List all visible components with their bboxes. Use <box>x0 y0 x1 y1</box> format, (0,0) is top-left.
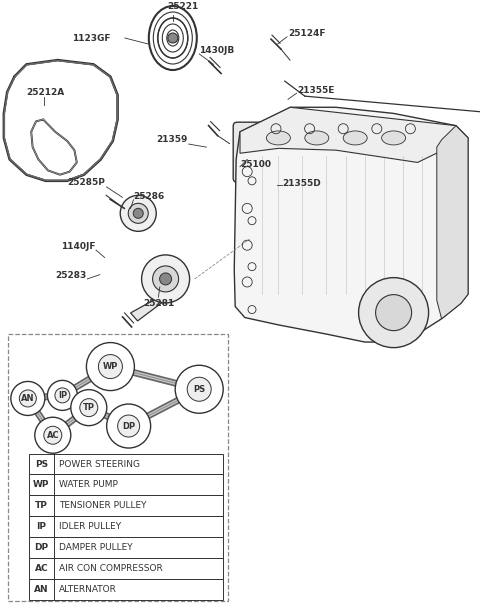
Text: PS: PS <box>193 385 205 394</box>
Circle shape <box>168 33 178 43</box>
Circle shape <box>86 343 134 390</box>
Circle shape <box>359 278 429 348</box>
Circle shape <box>153 266 179 292</box>
Text: AN: AN <box>34 585 49 593</box>
FancyBboxPatch shape <box>29 558 223 579</box>
Polygon shape <box>131 298 162 321</box>
Text: AIR CON COMPRESSOR: AIR CON COMPRESSOR <box>59 564 163 573</box>
Text: 21355D: 21355D <box>282 180 321 188</box>
Text: DP: DP <box>35 543 48 552</box>
Text: ALTERNATOR: ALTERNATOR <box>59 585 117 593</box>
Text: POWER STEERING: POWER STEERING <box>59 460 140 468</box>
Circle shape <box>245 192 273 220</box>
Text: 25124F: 25124F <box>288 29 325 38</box>
Text: AN: AN <box>21 394 35 403</box>
Ellipse shape <box>343 131 367 145</box>
FancyBboxPatch shape <box>29 454 223 474</box>
Text: WP: WP <box>103 362 118 371</box>
FancyBboxPatch shape <box>29 474 223 495</box>
Ellipse shape <box>266 131 290 145</box>
Text: 21359: 21359 <box>156 135 187 144</box>
Circle shape <box>71 390 107 425</box>
Text: 25286: 25286 <box>133 192 165 200</box>
Circle shape <box>175 365 223 413</box>
Text: 25100: 25100 <box>240 160 271 169</box>
Circle shape <box>19 390 36 407</box>
Text: 21355E: 21355E <box>298 86 335 95</box>
Ellipse shape <box>382 131 406 145</box>
Text: DP: DP <box>122 422 135 430</box>
Polygon shape <box>437 126 468 319</box>
Circle shape <box>118 415 140 437</box>
Polygon shape <box>234 107 468 342</box>
Text: TENSIONER PULLEY: TENSIONER PULLEY <box>59 501 146 510</box>
Circle shape <box>120 196 156 231</box>
Circle shape <box>187 377 211 402</box>
Circle shape <box>11 381 45 416</box>
Text: IP: IP <box>58 391 67 400</box>
Circle shape <box>142 255 190 303</box>
FancyBboxPatch shape <box>29 516 223 537</box>
Text: 1123GF: 1123GF <box>72 34 110 42</box>
Text: PS: PS <box>35 460 48 468</box>
Text: AC: AC <box>47 431 59 440</box>
Text: IDLER PULLEY: IDLER PULLEY <box>59 522 121 531</box>
Text: AC: AC <box>35 564 48 573</box>
Text: 25283: 25283 <box>55 272 86 280</box>
Text: WP: WP <box>33 481 50 489</box>
Text: IP: IP <box>36 522 47 531</box>
Text: TP: TP <box>83 403 95 412</box>
Text: 25285P: 25285P <box>68 178 106 187</box>
Text: 1140JF: 1140JF <box>60 242 95 251</box>
FancyBboxPatch shape <box>8 334 228 601</box>
FancyBboxPatch shape <box>29 495 223 516</box>
Circle shape <box>133 208 143 218</box>
Text: 25281: 25281 <box>143 299 174 308</box>
Text: 25212A: 25212A <box>26 88 65 97</box>
Circle shape <box>80 398 98 417</box>
Text: TP: TP <box>35 501 48 510</box>
Circle shape <box>128 204 148 223</box>
Circle shape <box>44 426 62 444</box>
Text: 1430JB: 1430JB <box>199 46 234 55</box>
Circle shape <box>159 273 172 285</box>
FancyBboxPatch shape <box>29 579 223 600</box>
FancyBboxPatch shape <box>233 122 285 182</box>
Text: DAMPER PULLEY: DAMPER PULLEY <box>59 543 132 552</box>
Text: 25221: 25221 <box>167 2 198 11</box>
Circle shape <box>98 354 122 379</box>
Ellipse shape <box>305 131 329 145</box>
Circle shape <box>55 388 70 403</box>
Circle shape <box>48 381 77 410</box>
Circle shape <box>107 404 151 448</box>
Polygon shape <box>240 107 468 162</box>
FancyBboxPatch shape <box>249 176 269 202</box>
Circle shape <box>35 417 71 453</box>
Circle shape <box>375 295 411 330</box>
Text: WATER PUMP: WATER PUMP <box>59 481 118 489</box>
FancyBboxPatch shape <box>29 537 223 558</box>
